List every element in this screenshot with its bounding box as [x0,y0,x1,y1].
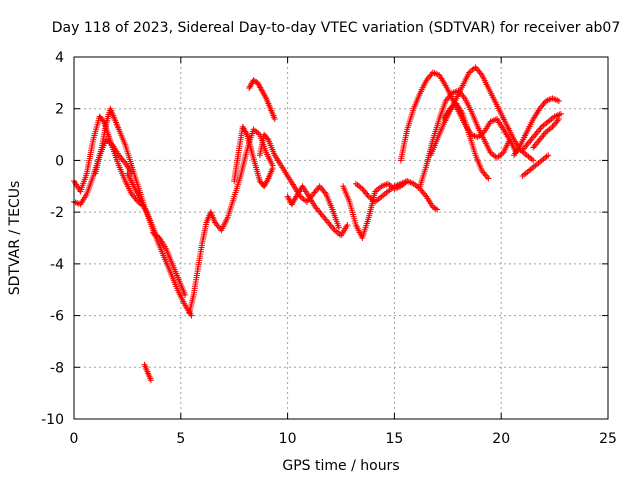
y-axis-label: SDTVAR / TECUs [7,181,23,296]
y-tick-label: -4 [50,257,64,273]
series-track-c [92,105,161,241]
series-track-t [530,116,562,151]
axis-ticks [73,56,609,420]
data-points [71,64,565,384]
series-track-u [519,152,552,179]
data-point [344,222,351,229]
data-point [271,116,278,123]
series-track-n [397,69,520,164]
y-tick-label: -2 [50,205,64,221]
data-point [545,152,552,159]
series-track-d [124,170,195,319]
x-axis-tick-labels: 0 5 10 15 20 25 [70,431,617,447]
data-point [530,157,537,164]
y-tick-label: -8 [50,360,64,376]
plot-frame [73,56,609,420]
x-tick-label: 5 [176,431,185,447]
series-track-r [511,95,562,159]
y-tick-label: 4 [55,50,64,66]
series-track-s [519,110,565,154]
data-point [147,377,154,384]
y-tick-label: -10 [41,412,64,428]
data-point [182,291,189,298]
x-tick-label: 10 [279,431,297,447]
y-axis-tick-labels: 4 2 0 -2 -4 -6 -8 -10 [41,50,64,428]
x-tick-label: 20 [492,431,510,447]
series-track-l [340,178,411,241]
x-axis-label: GPS time / hours [282,458,399,474]
data-point [335,224,342,231]
data-point [555,97,562,104]
series-track-e [150,229,189,298]
y-tick-label: -6 [50,309,64,325]
data-point [555,116,562,123]
x-tick-label: 25 [599,431,617,447]
y-tick-label: 0 [55,153,64,169]
series-track-q [440,100,492,182]
x-tick-label: 15 [385,431,403,447]
series-track-j [256,131,342,231]
series-track-f [141,361,154,384]
y-tick-label: 2 [55,102,64,118]
series-track-k [284,183,351,239]
series-track-a [71,113,148,210]
x-tick-label: 0 [70,431,79,447]
data-point-fill [264,135,271,142]
data-point [269,165,276,172]
data-point [434,206,441,213]
chart-title: Day 118 of 2023, Sidereal Day-to-day VTE… [52,20,621,36]
data-point [485,175,492,182]
series-track-i [246,77,278,123]
data-point [558,110,565,117]
series-track-h [231,123,276,190]
series-track-m [352,178,441,213]
data-point-fill [432,205,439,212]
